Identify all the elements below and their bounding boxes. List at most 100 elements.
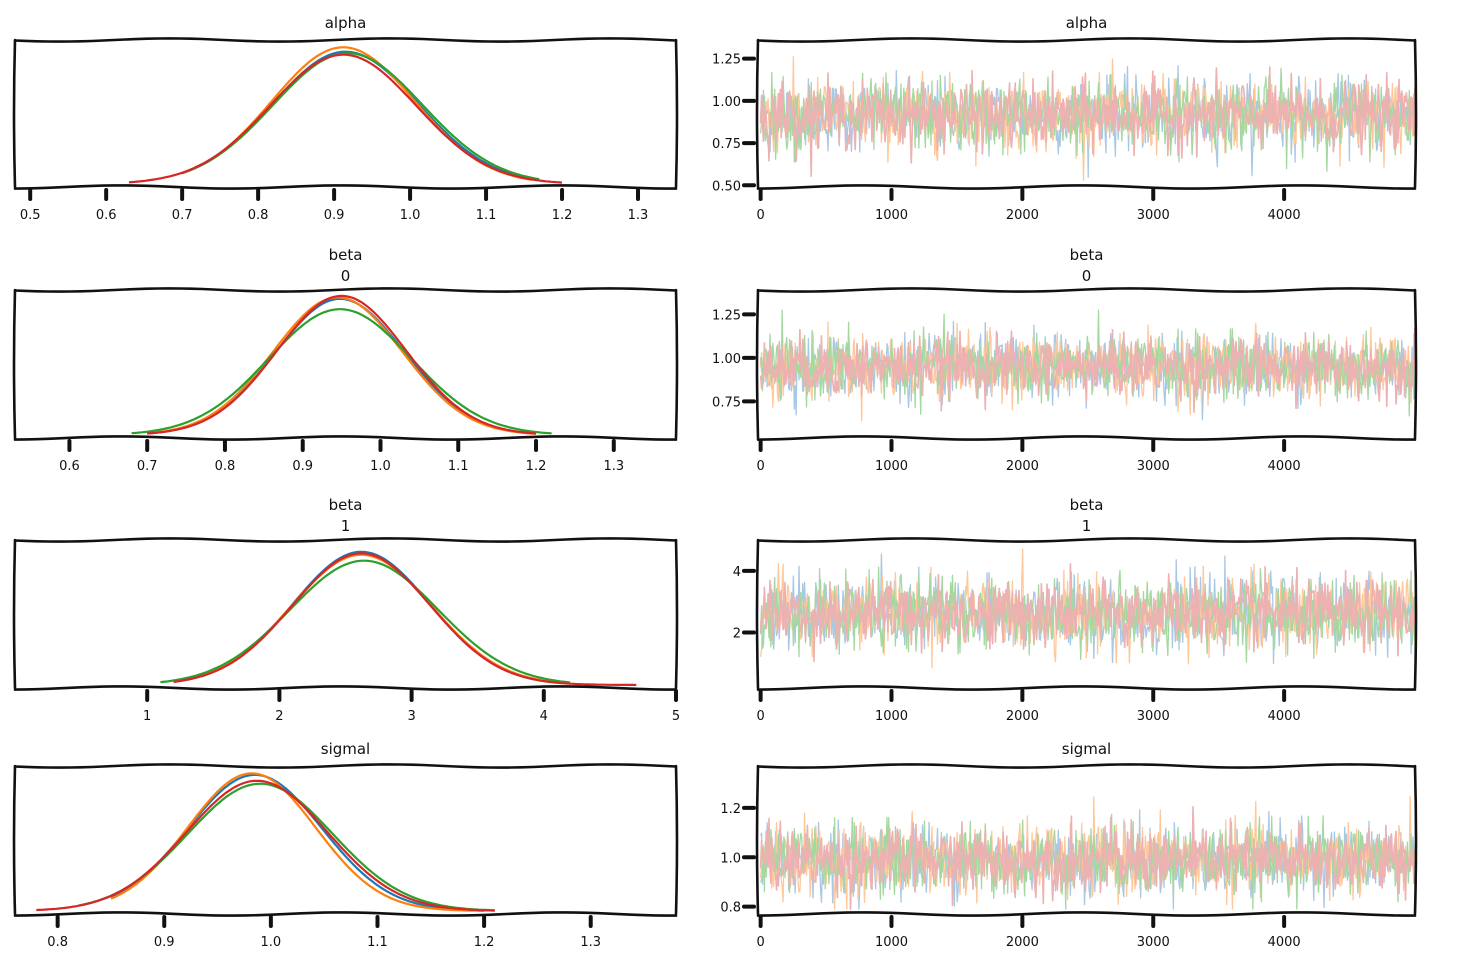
panel-title: beta	[329, 246, 363, 264]
panel-subtitle: 1	[1082, 517, 1092, 535]
x-tick-label: 2000	[1006, 935, 1039, 950]
x-tick-label: 3000	[1137, 709, 1170, 724]
density-panel-4: beta 1 1 2 3 4 5	[12, 496, 680, 724]
y-tick-label: 0.75	[712, 395, 741, 410]
density-curve-chain-0	[181, 50, 532, 180]
panel-title: sigmal	[321, 740, 370, 758]
y-tick-label: 1.00	[712, 352, 741, 367]
trace-panel-1-frame-top	[756, 37, 1417, 43]
x-tick-label: 1.2	[474, 935, 495, 950]
density-curve-chain-3	[128, 53, 563, 184]
x-tick-label: 4000	[1268, 459, 1301, 474]
x-tick-label: 1000	[875, 459, 908, 474]
density-curve-chain-2	[78, 782, 495, 912]
density-panel-6-frame-bottom	[13, 911, 678, 917]
x-tick-label: 0.9	[292, 459, 313, 474]
x-tick-label: 1.1	[476, 208, 497, 223]
trace-panel-1-frame-bottom	[756, 184, 1417, 190]
x-tick-label: 1.2	[552, 208, 573, 223]
x-tick-label: 1.0	[400, 208, 421, 223]
x-tick-label: 1.0	[261, 935, 282, 950]
y-tick-label: 0.8	[720, 901, 741, 916]
density-curve-chain-1	[147, 296, 537, 435]
trace-line-chain-3	[759, 563, 1416, 663]
x-tick-label: 2000	[1006, 709, 1039, 724]
x-tick-label: 1000	[875, 935, 908, 950]
trace-line-chain-3	[759, 806, 1416, 910]
density-curve-chain-3	[173, 552, 637, 687]
density-panel-6: sigmal 0.8 0.9 1.0 1.1 1.2 1.3	[12, 740, 679, 950]
x-tick-label: 1.1	[448, 459, 469, 474]
x-tick-label: 4	[540, 709, 548, 724]
x-tick-label: 0.6	[59, 459, 80, 474]
trace-panel-7-frame-top	[756, 763, 1417, 769]
trace-panel-3: beta 0 0 1000 2000 3000 4000 0.75 1.00 1.25	[712, 246, 1418, 474]
panel-title: alpha	[1066, 14, 1108, 32]
x-tick-label: 0.7	[172, 208, 193, 223]
panel-subtitle: 1	[341, 517, 351, 535]
density-panel-0: alpha 0.5 0.6 0.7 0.8 0.9 1.0 1.1 1.2 1.3	[12, 14, 679, 223]
density-panel-2-frame-top	[13, 287, 678, 293]
x-tick-label: 1.2	[526, 459, 547, 474]
density-panel-6-frame-right	[674, 764, 679, 916]
density-panel-2-frame-right	[674, 288, 679, 440]
x-tick-label: 0.6	[96, 208, 117, 223]
trace-panel-7-frame-bottom	[756, 911, 1417, 917]
density-panel-2: beta 0 0.6 0.7 0.8 0.9 1.0 1.1 1.2 1.3	[12, 246, 679, 474]
trace-panel-1-frame-right	[1413, 38, 1418, 189]
trace-panel-5-frame-right	[1413, 538, 1418, 690]
x-tick-label: 2000	[1006, 459, 1039, 474]
x-tick-label: 5	[672, 709, 680, 724]
x-tick-label: 4000	[1268, 935, 1301, 950]
panel-title: beta	[1070, 496, 1104, 514]
y-tick-label: 1.00	[712, 95, 741, 110]
density-curve-chain-2	[160, 559, 571, 684]
trace-panel-5-frame-top	[756, 537, 1417, 543]
x-tick-label: 4000	[1268, 709, 1301, 724]
trace-panel-1-frame-left	[755, 38, 760, 189]
y-tick-label: 2	[733, 627, 741, 642]
trace-panel-7: sigmal 0 1000 2000 3000 4000 0.8 1.0 1.2	[720, 740, 1418, 950]
density-curve-chain-3	[147, 294, 537, 435]
density-panel-2-frame-bottom	[13, 435, 678, 441]
y-tick-label: 1.2	[720, 802, 741, 817]
x-tick-label: 1000	[875, 208, 908, 223]
density-panel-0-frame-right	[674, 38, 679, 189]
x-tick-label: 0.7	[137, 459, 158, 474]
x-tick-label: 3	[407, 709, 415, 724]
x-tick-label: 1	[143, 709, 151, 724]
trace-panel-5-frame-left	[755, 538, 760, 690]
y-tick-label: 1.0	[720, 851, 741, 866]
x-tick-label: 1.3	[628, 208, 649, 223]
x-tick-label: 0.8	[248, 208, 269, 223]
x-tick-label: 2	[275, 709, 283, 724]
trace-panel-5: beta 1 0 1000 2000 3000 4000 2 4	[733, 496, 1418, 724]
y-tick-label: 0.50	[712, 179, 741, 194]
x-tick-label: 0	[756, 709, 764, 724]
density-panel-4-frame-top	[13, 537, 678, 543]
density-panel-0-frame-top	[13, 37, 678, 43]
density-curve-chain-2	[181, 52, 540, 181]
trace-line-chain-3	[759, 66, 1416, 177]
density-panel-6-frame-top	[13, 763, 678, 769]
y-tick-label: 0.75	[712, 137, 741, 152]
density-panel-4-frame-right	[674, 538, 679, 690]
x-tick-label: 3000	[1137, 459, 1170, 474]
x-tick-label: 0.8	[47, 935, 68, 950]
trace-panel-7-frame-right	[1413, 764, 1418, 916]
density-panel-0-frame-left	[12, 38, 17, 189]
density-curve-chain-3	[36, 779, 495, 912]
x-tick-label: 1000	[875, 709, 908, 724]
density-panel-4-frame-bottom	[13, 685, 678, 691]
x-tick-label: 0.8	[215, 459, 236, 474]
x-tick-label: 1.3	[580, 935, 601, 950]
trace-panel-7-frame-left	[755, 764, 760, 916]
panel-subtitle: 0	[1082, 267, 1092, 285]
x-tick-label: 4000	[1268, 208, 1301, 223]
density-panel-2-frame-left	[12, 288, 17, 440]
density-panel-6-frame-left	[12, 764, 17, 916]
trace-panel-1: alpha 0 1000 2000 3000 4000 0.50 0.75 1.00 1.25	[712, 14, 1418, 223]
x-tick-label: 0	[756, 935, 764, 950]
trace-panel-3-frame-bottom	[756, 435, 1417, 441]
